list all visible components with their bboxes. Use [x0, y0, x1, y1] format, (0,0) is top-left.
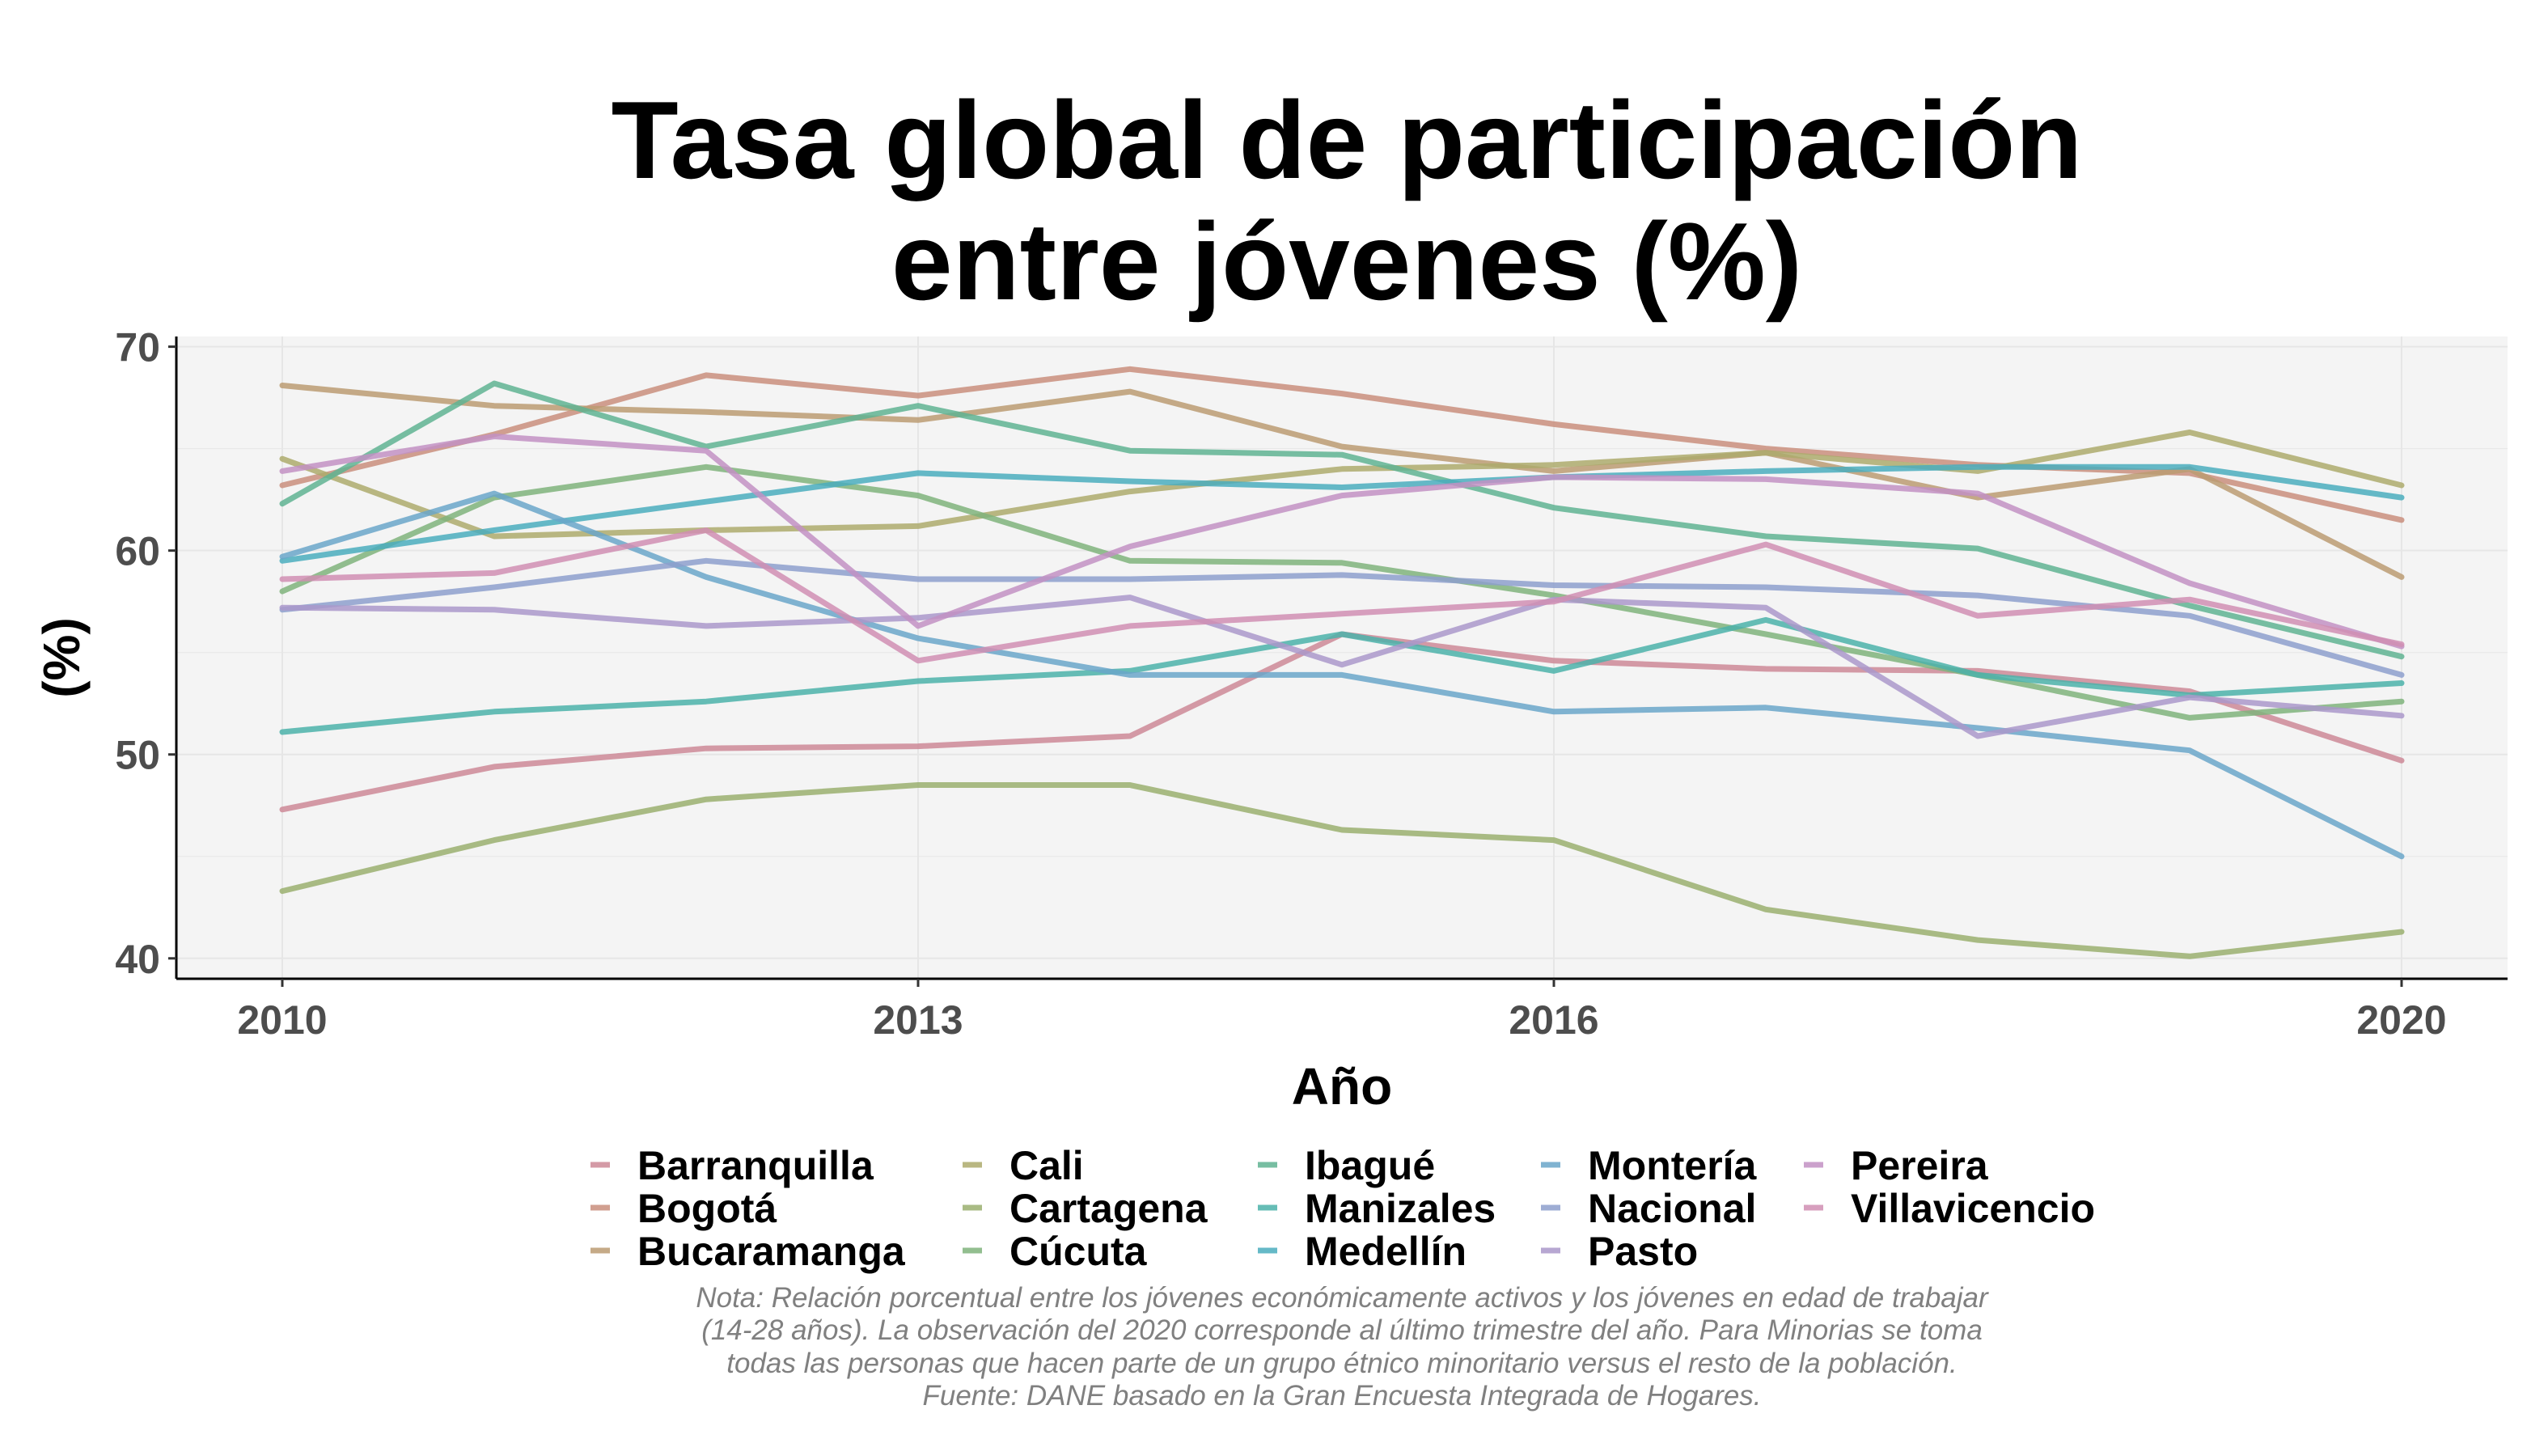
chart-title-line-1: Tasa global de participación: [612, 78, 2083, 201]
y-tick-label: 40: [115, 937, 160, 982]
y-tick-label: 50: [115, 733, 160, 778]
series-line-monteria: [279, 490, 2405, 860]
legend-label-ibague: Ibagué: [1305, 1143, 1435, 1188]
x-tick-label: 2013: [873, 997, 963, 1043]
legend-label-barranquilla: Barranquilla: [637, 1143, 874, 1188]
legend-label-pasto: Pasto: [1588, 1229, 1698, 1274]
y-tick-label: 60: [115, 529, 160, 574]
legend-label-bucaramanga: Bucaramanga: [637, 1229, 906, 1274]
chart-title-line-2: entre jóvenes (%): [891, 200, 1802, 323]
caption-line-4: Fuente: DANE basado en la Gran Encuesta …: [922, 1380, 1761, 1412]
series-line-pereira: [279, 434, 2405, 650]
caption-line-1: Nota: Relación porcentual entre los jóve…: [696, 1282, 1989, 1314]
legend-label-cali: Cali: [1009, 1143, 1084, 1188]
x-tick-label: 2016: [1509, 997, 1598, 1043]
x-axis-title: Año: [1292, 1057, 1392, 1115]
series-line-medellin: [279, 463, 2405, 564]
legend-label-bogota: Bogotá: [637, 1186, 777, 1231]
y-axis-ticks: 40 50 60 70: [115, 325, 176, 982]
legend-label-manizales: Manizales: [1305, 1186, 1496, 1231]
y-tick-label: 70: [115, 325, 160, 370]
legend-label-nacional: Nacional: [1588, 1186, 1756, 1231]
series-lines: [279, 366, 2405, 959]
plot-panel: [176, 336, 2508, 979]
series-line-nacional: [279, 557, 2405, 678]
legend-label-monteria: Montería: [1588, 1143, 1758, 1188]
series-line-pasto: [279, 595, 2405, 739]
caption-line-3: todas las personas que hacen parte de un…: [726, 1348, 1958, 1379]
legend-label-pereira: Pereira: [1851, 1143, 1989, 1188]
series-line-bucaramanga: [279, 383, 2405, 580]
legend-label-villavicencio: Villavicencio: [1851, 1186, 2095, 1231]
series-line-manizales: [279, 616, 2405, 735]
caption-line-2: (14-28 años). La observación del 2020 co…: [701, 1314, 1983, 1346]
legend-label-medellin: Medellín: [1305, 1229, 1467, 1274]
x-tick-label: 2010: [237, 997, 327, 1043]
series-line-cucuta: [279, 463, 2405, 721]
caption: Nota: Relación porcentual entre los jóve…: [696, 1282, 1989, 1412]
legend-label-cucuta: Cúcuta: [1009, 1229, 1148, 1274]
x-axis-ticks: 2010 2013 2016 2020: [237, 979, 2447, 1043]
y-axis-title: (%): [32, 617, 91, 698]
series-line-cartagena: [279, 782, 2405, 959]
series-line-villavicencio: [279, 527, 2405, 664]
x-tick-label: 2020: [2356, 997, 2446, 1043]
series-line-cali: [279, 430, 2405, 540]
series-line-ibague: [279, 380, 2405, 660]
legend-label-cartagena: Cartagena: [1009, 1186, 1208, 1231]
